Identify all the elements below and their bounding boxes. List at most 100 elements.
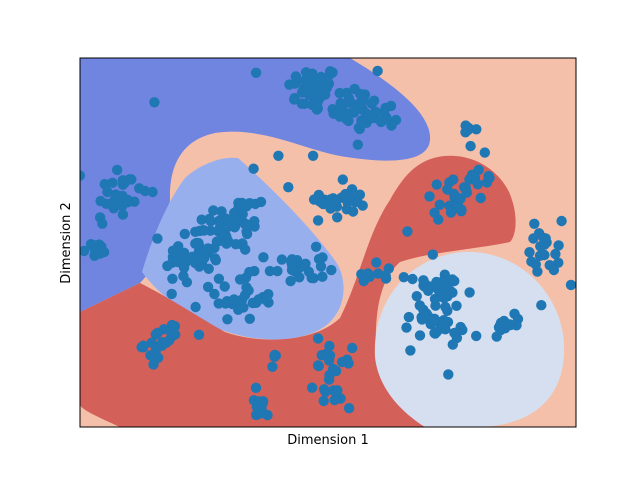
scatter-point [548,264,560,276]
scatter-point [434,199,445,210]
scatter-point [352,139,363,150]
scatter-point [332,385,343,396]
scatter-point [327,67,338,78]
scatter-point [166,288,177,300]
x-axis-label: Dimension 1 [287,433,369,448]
scatter-point [149,97,160,108]
scatter-point [219,281,230,292]
scatter-point [146,337,157,348]
scatter-point [380,114,392,125]
scatter-point [457,324,468,336]
scatter-point [168,246,179,257]
scatter-point [471,124,482,135]
scatter-point [398,272,409,283]
scatter-point [371,257,382,268]
scatter-point [318,395,329,407]
decision-regions [80,58,576,427]
scatter-point [449,327,460,339]
scatter-point [210,255,221,266]
scatter-point [162,260,173,272]
scatter-point [269,351,280,362]
scatter-point [401,322,412,333]
scatter-point [444,285,456,296]
scatter-point [267,361,278,372]
scatter-point [202,243,214,254]
scatter-point [336,356,348,368]
scatter-point [284,79,295,90]
scatter-point [261,291,272,302]
scatter-point [247,297,258,309]
scatter-point [385,100,397,112]
scatter-point [337,174,348,185]
scatter-point [119,177,131,188]
scatter-point [299,76,310,87]
scatter-point [337,100,348,112]
scatter-point [296,87,308,98]
scatter-point [372,65,383,77]
scatter-point [244,313,255,324]
scatter-point [97,218,108,229]
scatter-point [427,249,438,260]
scatter-point [313,360,324,372]
scatter-point [222,314,233,325]
scatter-point [319,384,330,395]
scatter-point [214,235,225,247]
scatter-point [230,239,241,250]
scatter-point [196,214,207,225]
scatter-point [357,200,368,211]
scatter-point [405,345,416,356]
scatter-point [451,300,462,311]
scatter-point [431,179,442,190]
scatter-point [321,82,333,94]
scatter-point [253,396,264,407]
y-axis-label: Dimension 2 [59,202,74,284]
scatter-point [483,170,494,182]
scatter-point [167,273,178,284]
scatter-point [312,103,323,114]
scatter-point [429,313,440,324]
scatter-point [466,169,478,180]
scatter-point [244,198,255,209]
scatter-point [285,275,296,287]
scatter-point [329,364,340,376]
scatter-point [98,246,110,258]
scatter-point [418,275,429,286]
region-pale-blue [374,251,565,427]
scatter-point [138,340,149,351]
scatter-point [204,213,215,225]
scatter-point [439,276,450,287]
scatter-point [528,233,539,244]
scatter-point [122,197,134,208]
scatter-point [356,98,367,110]
scatter-point [290,71,302,82]
scatter-point [317,198,329,209]
scatter-point [414,300,425,311]
scatter-point [208,205,219,216]
scatter-point [215,220,226,232]
scatter-point [407,273,418,285]
scatter-point [341,87,352,99]
scatter-point [170,329,181,340]
scatter-point [414,330,426,341]
scatter-point [402,226,413,237]
plot-frame [79,57,577,428]
scatter-point [190,301,201,313]
scatter-point [229,222,240,233]
scatter-point [286,264,298,276]
scatter-point [248,163,259,174]
scatter-point [495,317,507,328]
scatter-point [169,321,181,332]
scatter-point [150,329,161,340]
scatter-point [310,91,321,103]
scatter-point [565,279,576,291]
scatter-point [317,271,328,282]
scatter-point [471,330,482,342]
scatter-point [213,273,225,284]
scatter-point [255,196,267,208]
scatter-point [364,271,375,282]
scatter-point [464,287,475,298]
scatter-point [460,182,471,194]
scatter-point [326,200,337,212]
scatter-point [479,147,490,158]
scatter-point [442,184,453,195]
